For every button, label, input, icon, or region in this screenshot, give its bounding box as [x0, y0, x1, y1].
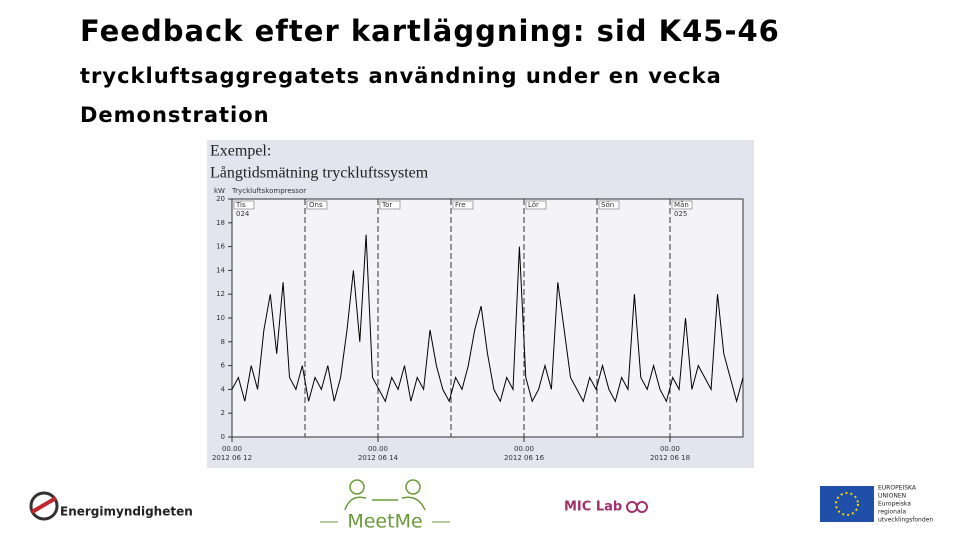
- miclab-logo: MIC Lab: [564, 500, 648, 515]
- energy-text: Energimyndigheten: [60, 505, 193, 519]
- day-box: [598, 200, 620, 210]
- unit: kW: [214, 187, 225, 195]
- eu-text: utvecklingsfonden: [878, 517, 933, 524]
- day-label: Fre: [455, 201, 466, 209]
- y-tick-label: 14: [216, 266, 225, 274]
- y-tick-label: 4: [221, 385, 226, 393]
- y-tick-label: 16: [216, 243, 225, 251]
- day-box: [671, 200, 693, 210]
- eu-text: Europeiska: [878, 501, 911, 508]
- slide-subtitle: tryckluftsaggregatets användning under e…: [80, 64, 722, 88]
- eu-text: EUROPEISKA: [878, 485, 917, 492]
- day-label: Tis: [235, 201, 246, 209]
- day-label: Lör: [528, 201, 539, 209]
- week-label: 025: [674, 210, 687, 218]
- day-box: [525, 200, 547, 210]
- date-time: 00.00: [368, 445, 388, 453]
- energy-logo: Energimyndigheten: [29, 491, 193, 521]
- figure-title: Exempel:: [210, 143, 271, 160]
- date-time: 00.00: [514, 445, 534, 453]
- y-tick-label: 12: [216, 290, 225, 298]
- day-box: [233, 200, 255, 210]
- miclab-text: MIC Lab: [564, 500, 622, 515]
- eu-text: regionala: [878, 509, 906, 516]
- slide-label: Demonstration: [80, 103, 270, 127]
- day-label: Tor: [381, 201, 392, 209]
- eu-text: UNIONEN: [878, 493, 906, 500]
- day-label: Sön: [601, 201, 614, 209]
- y-tick-label: 8: [221, 338, 225, 346]
- day-box: [306, 200, 328, 210]
- day-box: [452, 200, 474, 210]
- slide-title: Feedback efter kartläggning: sid K45-46: [80, 14, 780, 48]
- y-tick-label: 6: [221, 362, 226, 370]
- meetme-logo: MeetMe: [320, 479, 450, 533]
- date-label: 2012 06 14: [358, 454, 399, 462]
- y-tick-label: 2: [221, 409, 225, 417]
- meetme-text: MeetMe: [347, 511, 422, 533]
- signal-line: [231, 234, 744, 404]
- week-label: 024: [236, 210, 250, 218]
- eu-logo: [820, 486, 874, 522]
- day-label: Mån: [674, 200, 689, 209]
- y-tick-label: 20: [216, 195, 225, 203]
- y-tick-label: 10: [216, 314, 225, 322]
- y-tick-label: 0: [221, 433, 225, 441]
- series-name: Tryckluftskompressor: [231, 187, 306, 195]
- date-time: 00.00: [660, 445, 680, 453]
- plot-frame: [231, 198, 744, 438]
- date-label: 2012 06 12: [212, 454, 252, 462]
- figure-subtitle: Långtidsmätning tryckluftssystem: [210, 165, 429, 182]
- date-label: 2012 06 18: [650, 454, 690, 462]
- day-label: Ons: [309, 201, 323, 209]
- day-box: [379, 200, 401, 210]
- date-label: 2012 06 16: [504, 454, 545, 462]
- date-time: 00.00: [222, 445, 242, 453]
- y-tick-label: 18: [216, 219, 225, 227]
